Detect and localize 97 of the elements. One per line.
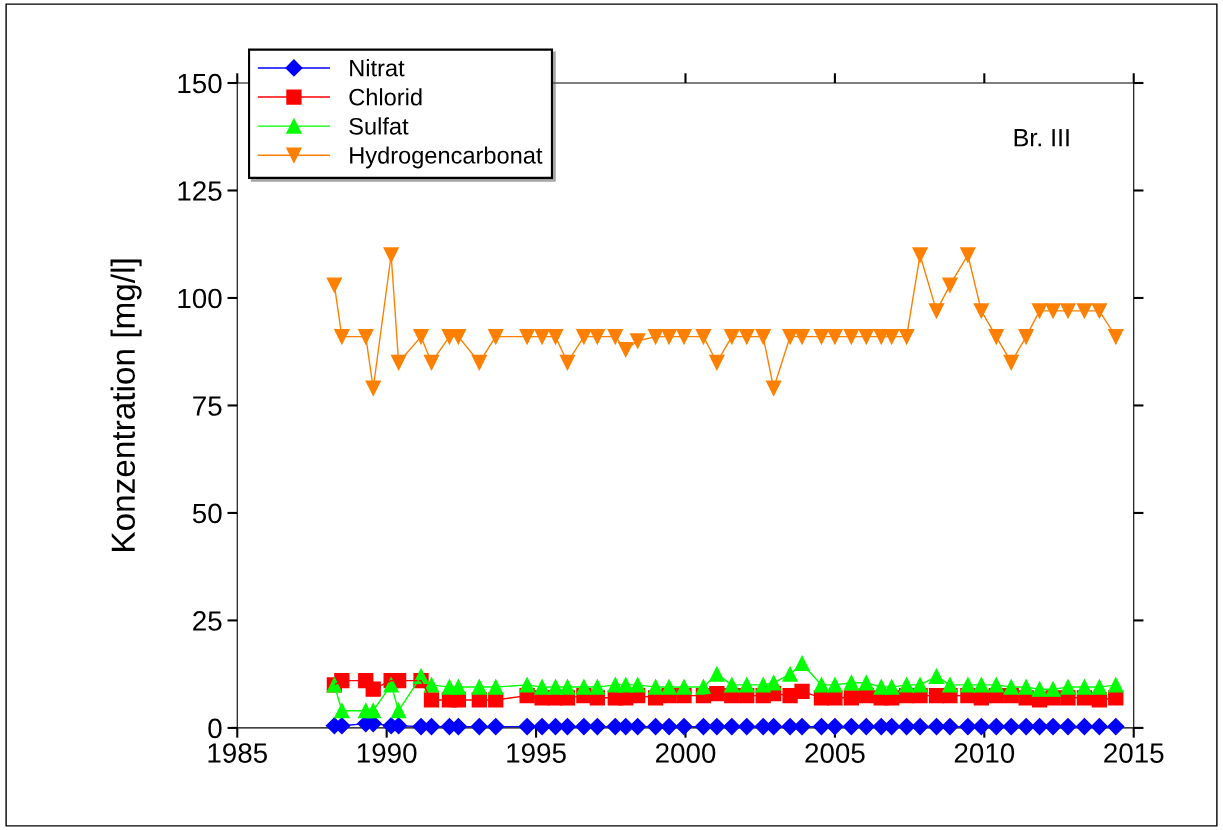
point	[358, 329, 374, 345]
point	[724, 329, 740, 345]
legend-label: Nitrat	[350, 59, 405, 77]
legend-label: Hydrogencarbonat	[350, 146, 543, 169]
point	[695, 329, 712, 345]
point	[724, 677, 740, 693]
point	[383, 247, 399, 263]
x-tick-label: 2000	[655, 743, 716, 763]
point	[942, 677, 958, 693]
point	[708, 718, 726, 736]
point	[589, 329, 605, 345]
x-tick-label: 2015	[1104, 743, 1164, 763]
point	[1076, 679, 1093, 695]
point	[739, 329, 755, 345]
point	[661, 329, 677, 345]
point	[941, 718, 959, 736]
x-tick-label: 2010	[954, 743, 1015, 763]
point	[676, 329, 692, 345]
point	[519, 329, 535, 345]
point	[1091, 679, 1107, 695]
y-tick-label: 100	[178, 288, 222, 309]
point	[912, 677, 928, 693]
point	[912, 247, 928, 263]
x-tick-label: 1985	[208, 743, 267, 763]
point	[973, 677, 989, 693]
point	[884, 679, 900, 695]
point	[326, 277, 343, 293]
point	[450, 679, 467, 695]
point	[488, 679, 504, 695]
point	[390, 703, 407, 719]
legend-label: Chlorid	[349, 88, 422, 106]
legend-label: Sulfat	[349, 117, 409, 135]
point	[1108, 677, 1124, 693]
point	[1018, 679, 1034, 695]
point	[942, 277, 958, 293]
point	[959, 718, 977, 736]
point	[988, 677, 1004, 693]
point	[755, 329, 771, 345]
point	[695, 679, 712, 695]
point	[423, 677, 440, 693]
point	[607, 329, 623, 345]
point	[843, 329, 859, 345]
point	[559, 679, 576, 695]
point	[884, 329, 900, 345]
point	[533, 718, 551, 736]
point	[518, 718, 536, 736]
point	[630, 333, 646, 349]
point	[534, 679, 550, 695]
point	[960, 247, 976, 263]
y-tick-label: 150	[178, 73, 222, 94]
point	[471, 679, 487, 695]
point	[647, 679, 664, 695]
point	[1059, 718, 1077, 736]
point	[898, 677, 915, 693]
point	[739, 677, 755, 693]
y-tick-label: 50	[192, 503, 222, 524]
point	[723, 718, 741, 736]
y-tick-label: 0	[208, 718, 222, 739]
point	[1045, 681, 1061, 697]
point	[813, 677, 830, 693]
point	[826, 718, 844, 736]
point	[794, 683, 810, 700]
point	[911, 718, 929, 736]
point	[1002, 718, 1020, 736]
x-tick-label: 2005	[805, 743, 865, 763]
point	[1060, 679, 1076, 695]
point	[1091, 303, 1107, 319]
point	[488, 329, 504, 345]
point	[827, 329, 843, 345]
point	[988, 329, 1004, 345]
point	[973, 303, 989, 319]
point	[519, 677, 535, 693]
point	[1017, 718, 1035, 736]
annotation: Br. III	[1014, 129, 1069, 147]
x-tick-label: 1990	[357, 743, 417, 763]
point	[794, 329, 810, 345]
point	[660, 718, 678, 736]
point	[813, 329, 830, 345]
y-tick-label: 125	[178, 181, 222, 201]
point	[827, 677, 843, 693]
y-tick-label: 25	[193, 611, 222, 631]
point	[858, 329, 874, 345]
y-axis-title: Konzentration [mg/l]	[110, 259, 142, 551]
x-tick-label: 1995	[507, 743, 566, 763]
point	[575, 718, 593, 736]
point	[1044, 718, 1062, 736]
point	[1076, 303, 1093, 319]
point	[630, 677, 646, 693]
point	[1108, 329, 1124, 345]
point	[647, 329, 664, 345]
point	[675, 718, 693, 736]
y-tick-label: 75	[193, 396, 222, 416]
point	[1003, 679, 1019, 695]
point	[1107, 718, 1125, 736]
point	[589, 679, 605, 695]
point	[547, 329, 564, 345]
point	[534, 329, 550, 345]
